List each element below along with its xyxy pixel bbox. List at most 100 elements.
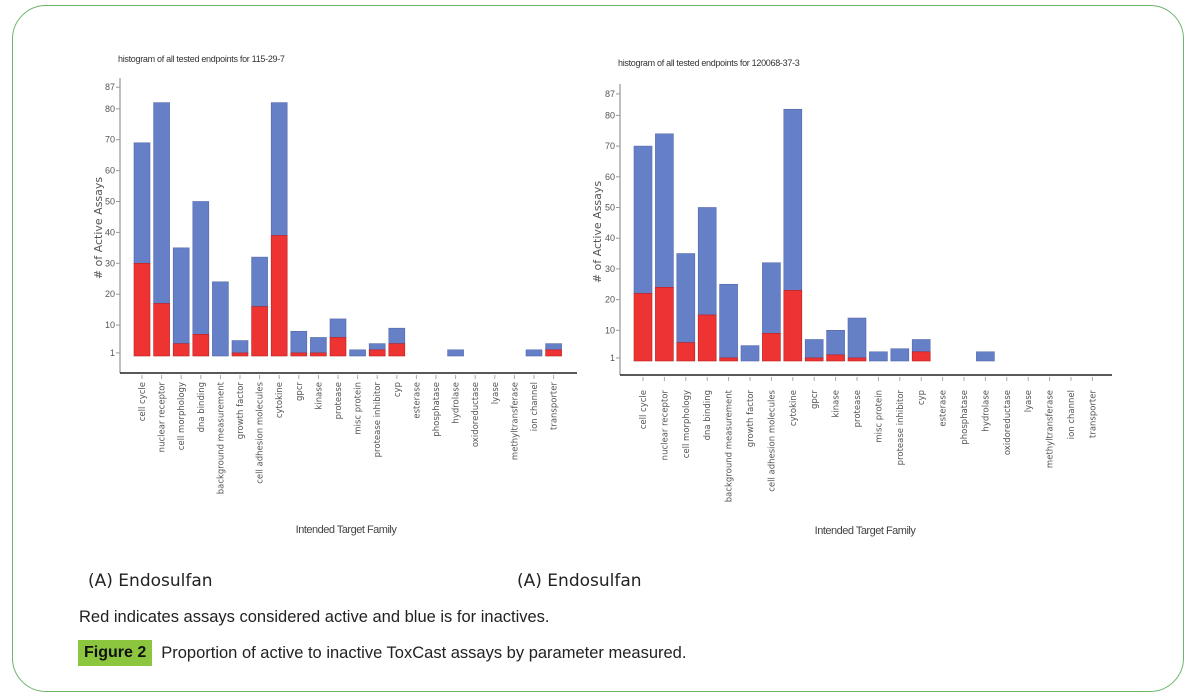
bar-inactive-hydrolase — [976, 351, 995, 362]
figure-frame — [12, 5, 1184, 692]
x-category-label: cyp — [917, 390, 927, 405]
panel-caption-right: (A) Endosulfan — [517, 571, 642, 591]
bar-active-cyp — [911, 351, 931, 362]
bar-inactive-cyp — [911, 339, 931, 353]
y-tick-label: 60 — [105, 166, 115, 176]
bar-active-cell-adhesion-molecules — [762, 333, 781, 362]
bar-inactive-background-measurement — [212, 281, 229, 357]
chart-title: histogram of all tested endpoints for 11… — [118, 54, 285, 64]
x-category-label: cell adhesion molecules — [256, 381, 266, 483]
y-tick-label: 10 — [105, 320, 115, 330]
bar-active-kinase — [826, 354, 845, 362]
x-category-label: methyltransferase — [510, 382, 520, 460]
y-tick-label: 87 — [605, 89, 615, 99]
chart-right-120068-37-3: histogram of all tested endpoints for 12… — [591, 58, 1112, 537]
bar-inactive-gpcr — [804, 339, 824, 359]
bar-active-dna-binding — [697, 314, 717, 362]
x-category-label: methyltransferase — [1046, 390, 1056, 468]
x-category-label: background measurement — [725, 389, 735, 502]
bar-active-nuclear-receptor — [655, 287, 674, 362]
bar-active-protease-inhibitor — [368, 349, 386, 357]
x-category-label: gpcr — [810, 390, 820, 409]
bar-inactive-cell-morphology — [676, 253, 696, 343]
y-tick-label: 87 — [105, 82, 115, 92]
bar-inactive-cell-adhesion-molecules — [762, 262, 781, 334]
x-category-label: protease inhibitor — [896, 390, 906, 466]
y-tick-label: 30 — [105, 258, 115, 268]
bar-active-protease — [847, 357, 867, 362]
bar-active-nuclear-receptor — [153, 303, 170, 357]
x-category-label: dna binding — [703, 390, 713, 440]
y-axis-label: # of Active Assays — [92, 177, 105, 280]
x-category-label: ion channel — [530, 382, 540, 431]
bar-active-cell-cycle — [633, 293, 653, 362]
bar-active-dna-binding — [192, 334, 210, 357]
bar-active-background-measurement — [719, 357, 738, 362]
y-tick-label: 40 — [105, 227, 115, 237]
y-tick-label: 30 — [605, 264, 615, 274]
x-category-label: cell morphology — [682, 390, 692, 458]
x-category-label: esterase — [412, 382, 422, 419]
y-tick-label: 60 — [605, 172, 615, 182]
panel-caption-left: (A) Endosulfan — [88, 571, 213, 591]
y-tick-label: 80 — [105, 104, 115, 114]
figure-caption-text: Proportion of active to inactive ToxCast… — [161, 643, 687, 662]
y-tick-label: 70 — [105, 135, 115, 145]
x-axis-label: Intended Target Family — [296, 524, 398, 536]
bar-active-gpcr — [804, 357, 824, 362]
bar-inactive-dna-binding — [697, 207, 717, 316]
x-category-label: ion channel — [1067, 390, 1077, 439]
y-tick-label: 40 — [605, 233, 615, 243]
x-category-label: growth factor — [746, 390, 756, 448]
figure-caption: Figure 2 Proportion of active to inactiv… — [78, 640, 686, 666]
x-category-label: hydrolase — [981, 390, 991, 432]
y-tick-label: 20 — [105, 289, 115, 299]
x-category-label: protease inhibitor — [373, 382, 383, 458]
bar-inactive-hydrolase — [447, 349, 464, 357]
x-category-label: esterase — [939, 390, 949, 427]
x-category-label: cell cycle — [138, 382, 148, 421]
bar-active-gpcr — [290, 352, 308, 357]
bar-inactive-background-measurement — [719, 283, 738, 359]
bar-active-kinase — [310, 352, 327, 357]
bar-inactive-misc-protein — [349, 349, 366, 357]
x-category-label: misc protein — [354, 382, 364, 435]
bar-inactive-protease-inhibitor — [890, 348, 910, 362]
x-category-label: transporter — [1088, 389, 1098, 438]
bar-inactive-protease — [847, 317, 867, 359]
bar-inactive-cytokine — [783, 108, 803, 291]
bar-active-cell-adhesion-molecules — [251, 306, 268, 357]
bar-active-cell-morphology — [676, 342, 696, 362]
bar-inactive-cell-cycle — [633, 145, 653, 294]
x-category-label: nuclear receptor — [158, 381, 168, 452]
x-category-label: lyase — [1024, 390, 1034, 412]
y-tick-label: 50 — [105, 197, 115, 207]
x-category-label: cytokine — [789, 390, 799, 426]
y-tick-label: 1 — [110, 348, 115, 358]
bar-active-growth-factor — [231, 352, 249, 357]
x-category-label: oxidoreductase — [471, 382, 481, 447]
x-category-label: cyp — [393, 382, 403, 397]
x-category-label: hydrolase — [452, 382, 462, 424]
bar-active-cell-morphology — [172, 343, 190, 357]
x-category-label: phosphatase — [960, 390, 970, 445]
x-category-label: misc protein — [874, 390, 884, 443]
bar-active-protease — [329, 337, 347, 357]
x-category-label: gpcr — [295, 382, 305, 401]
x-category-label: transporter — [550, 381, 560, 430]
x-category-label: oxidoreductase — [1003, 390, 1013, 455]
y-tick-label: 10 — [605, 325, 615, 335]
y-tick-label: 50 — [605, 203, 615, 213]
x-category-label: growth factor — [236, 382, 246, 440]
bar-inactive-kinase — [826, 329, 845, 356]
y-tick-label: 1 — [610, 353, 615, 363]
x-category-label: protease — [853, 390, 863, 427]
y-axis-label: # of Active Assays — [591, 181, 604, 284]
bar-active-cyp — [388, 343, 406, 357]
bar-active-cell-cycle — [133, 262, 151, 357]
y-tick-label: 80 — [605, 110, 615, 120]
bar-inactive-growth-factor — [740, 345, 760, 362]
bar-active-cytokine — [270, 235, 288, 357]
x-category-label: background measurement — [216, 381, 226, 494]
bar-inactive-ion-channel — [525, 349, 543, 357]
